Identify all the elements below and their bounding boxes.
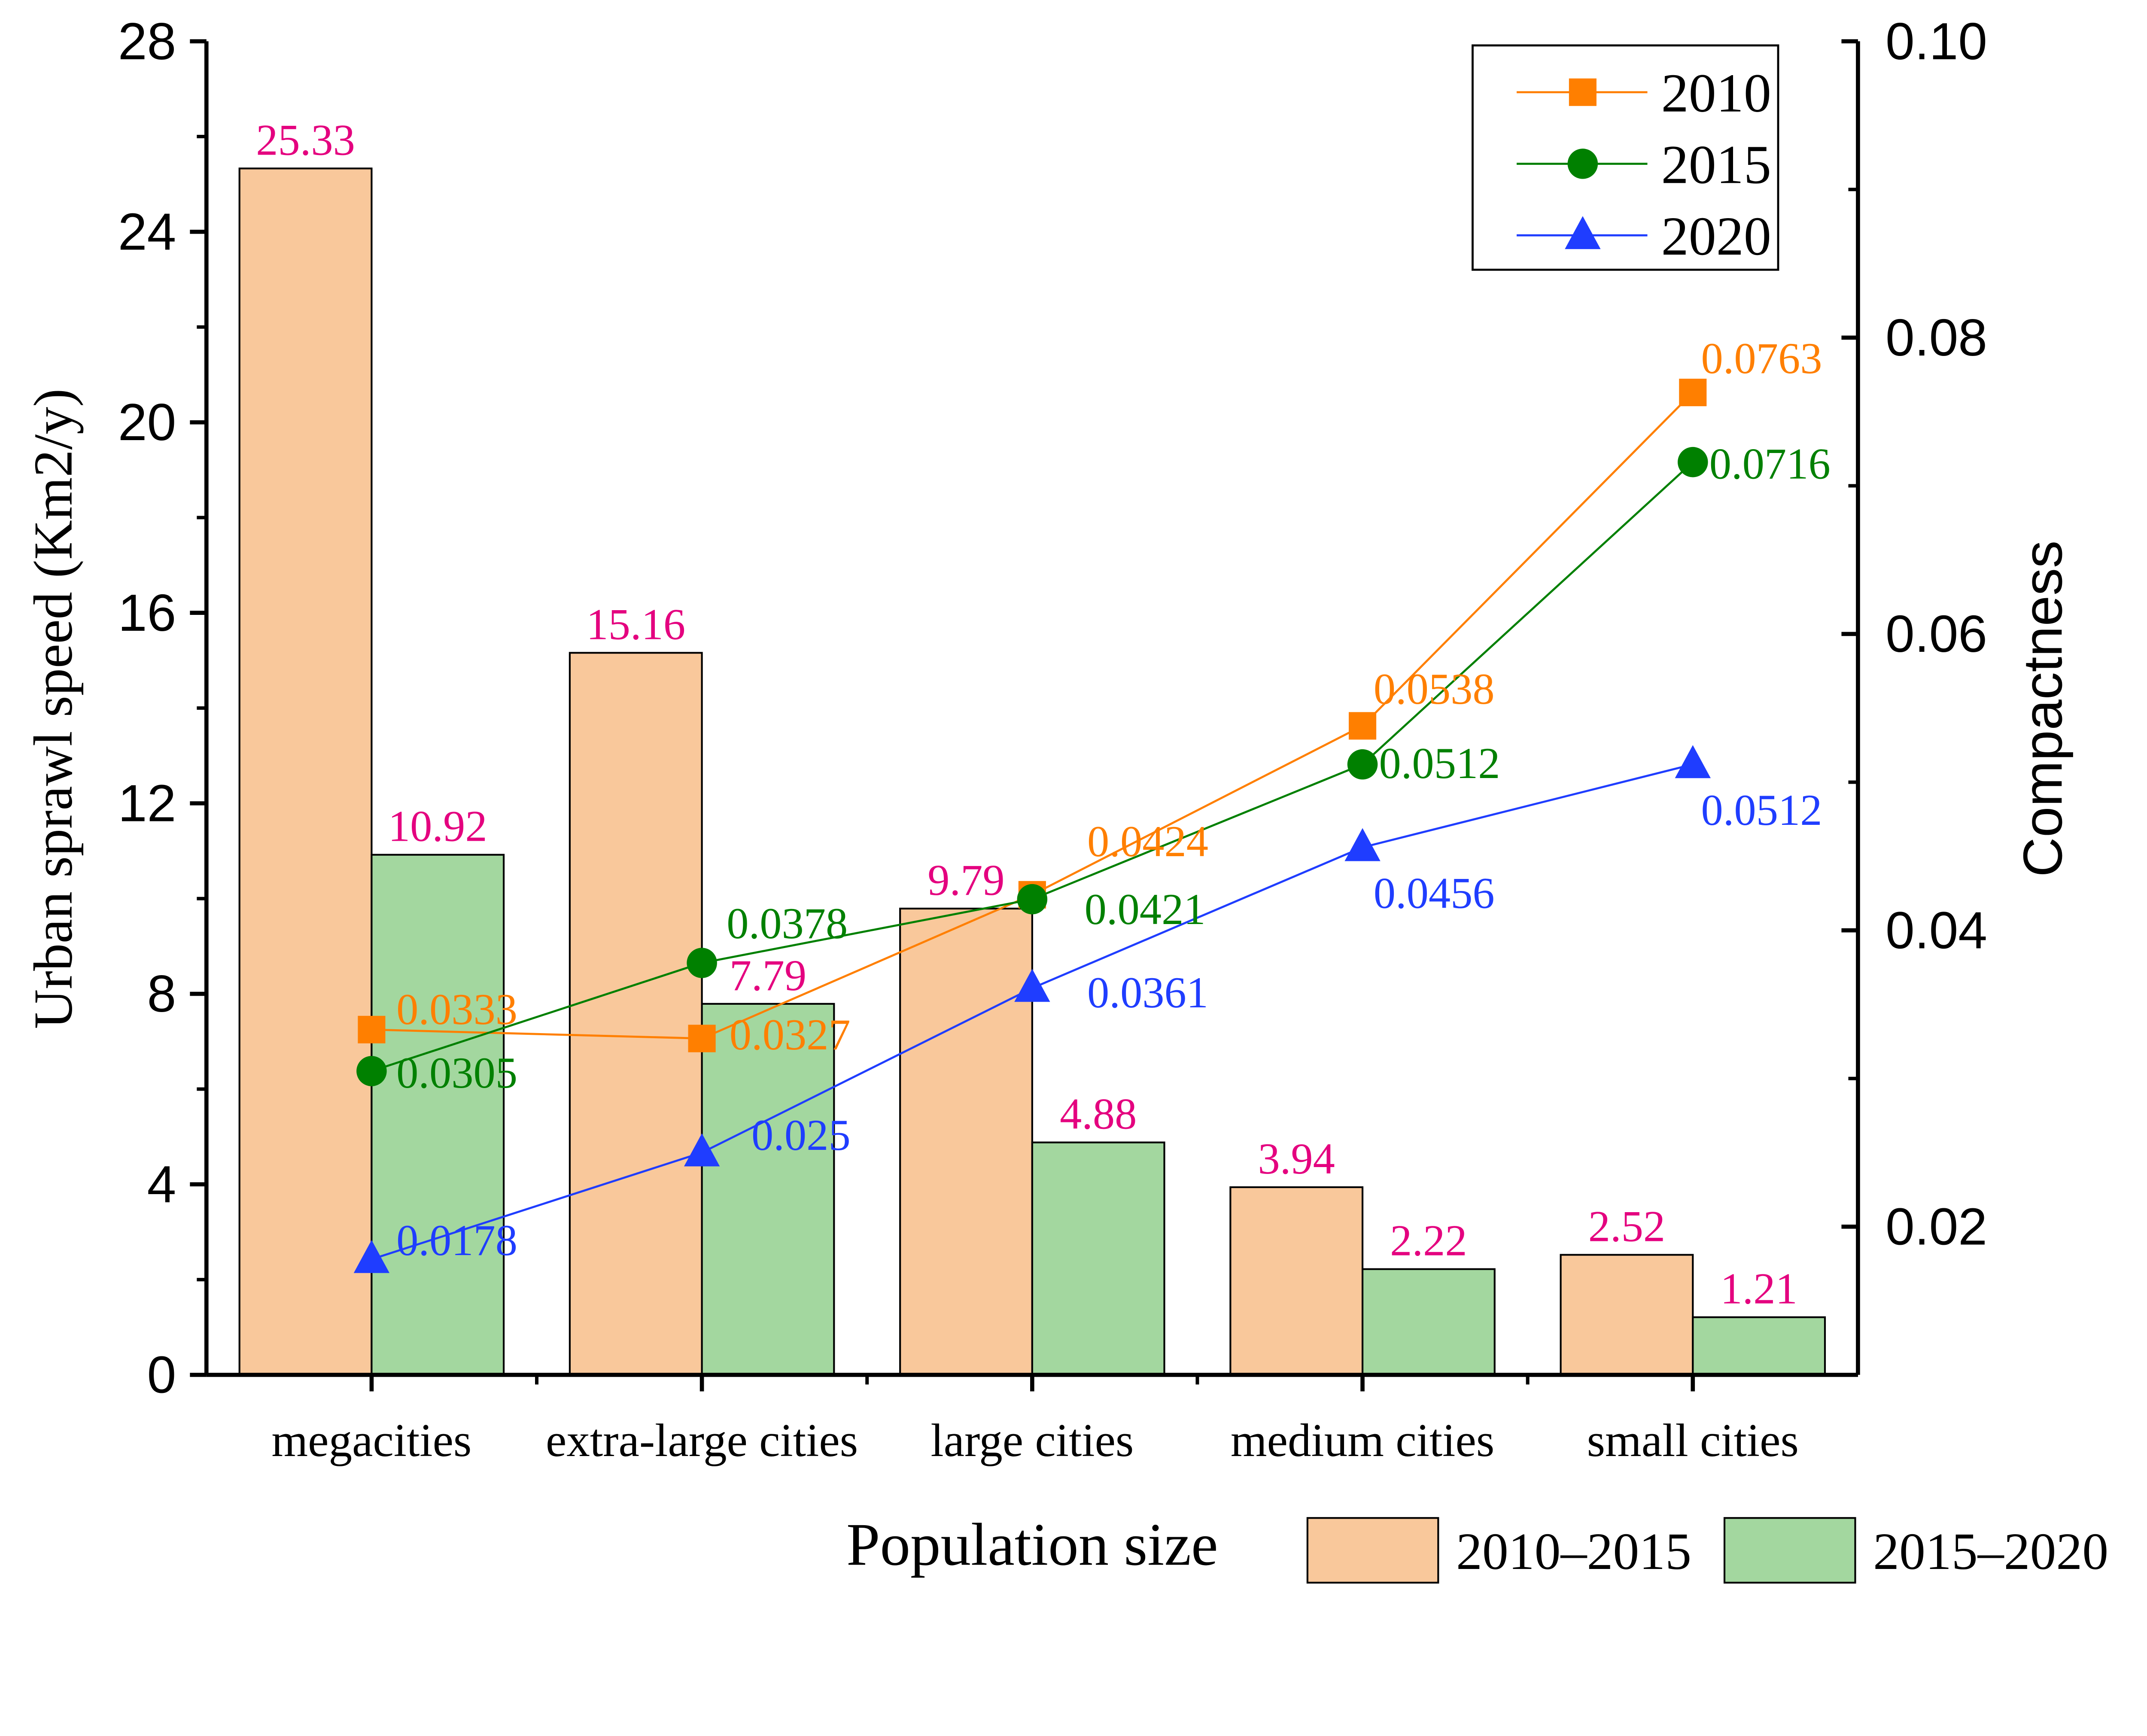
bar-2015-2020 — [1031, 1141, 1165, 1376]
bar-2010-2015 — [238, 167, 373, 1376]
marker-2015 — [687, 948, 717, 978]
line-value-label: 0.0421 — [1085, 885, 1206, 934]
y-tick-label: 8 — [147, 964, 176, 1023]
bar-value-label: 2.52 — [1588, 1202, 1665, 1251]
line-value-label: 0.0456 — [1374, 869, 1495, 918]
marker-2020 — [353, 1240, 390, 1273]
legend-label: 2010–2015 — [1456, 1523, 1691, 1581]
line-value-label: 0.0327 — [730, 1011, 851, 1059]
y-right-tick-label: 0.10 — [1885, 12, 1987, 70]
bar-value-label: 1.21 — [1720, 1265, 1797, 1313]
y-right-tick-label: 0.02 — [1885, 1197, 1987, 1256]
line-value-label: 0.0333 — [396, 985, 517, 1034]
marker-2010 — [1679, 378, 1707, 407]
legend-swatch-2010-2015 — [1306, 1517, 1439, 1584]
marker-2010 — [1349, 712, 1377, 740]
bar-2015-2020 — [701, 1003, 835, 1376]
marker-2010 — [688, 1025, 716, 1052]
bar-value-label: 4.88 — [1060, 1090, 1137, 1139]
legend-label: 2010 — [1661, 63, 1771, 124]
y-tick-label: 12 — [118, 774, 176, 833]
y-axis-right-label: Compactness — [2012, 541, 2074, 877]
marker-2020 — [1344, 828, 1381, 861]
bar-value-label: 9.79 — [928, 856, 1004, 905]
bar-2015-2020 — [371, 854, 505, 1376]
bar-value-label: 2.22 — [1390, 1217, 1467, 1265]
bar-2015-2020 — [1692, 1316, 1826, 1376]
marker-2015 — [356, 1056, 387, 1086]
x-tick-label: large cities — [931, 1414, 1134, 1466]
marker-2010 — [358, 1015, 386, 1043]
bar-value-label: 25.33 — [256, 116, 355, 164]
marker-2015 — [1678, 447, 1708, 477]
lines-layer: 0.0333 0.0327 0.0424 0.0538 0.0763 0.0305 0.03… — [353, 334, 1831, 1273]
bar-2015-2020 — [1361, 1268, 1496, 1376]
line-value-label: 0.0512 — [1701, 786, 1822, 835]
x-tick-label: medium cities — [1231, 1414, 1494, 1466]
y-right-tick-label: 0.06 — [1885, 605, 1987, 663]
bar-2010-2015 — [1560, 1254, 1694, 1376]
bar-value-label: 7.79 — [730, 952, 806, 1000]
y-tick-label: 28 — [118, 12, 176, 70]
chart: 25.33 15.16 9.79 3.94 2.52 10.92 7.79 4.88 2.22 1… — [23, 12, 2108, 1584]
line-value-label: 0.0178 — [396, 1216, 517, 1265]
ticks: 0 4 8 12 16 20 24 28 0.02 0.04 0.06 0.08 0.10 megacit… — [118, 12, 1987, 1466]
bar-2010-2015 — [569, 652, 703, 1376]
marker-2020 — [684, 1133, 720, 1167]
y-tick-label: 24 — [118, 202, 176, 261]
legend-label: 2020 — [1661, 206, 1771, 267]
x-tick-label: megacities — [271, 1414, 471, 1466]
y-right-tick-label: 0.08 — [1885, 308, 1987, 367]
bar-2010-2015 — [1229, 1186, 1364, 1376]
line-value-label: 0.0763 — [1701, 334, 1822, 383]
x-tick-label: extra-large cities — [546, 1414, 858, 1466]
marker-2015 — [1017, 884, 1048, 915]
y-tick-label: 16 — [118, 584, 176, 642]
bar-value-label: 15.16 — [586, 600, 685, 649]
legend-marker-2015 — [1567, 149, 1598, 179]
line-value-label: 0.0538 — [1374, 665, 1495, 714]
y-axis-label: Urban sprawl speed (Km2/y) — [23, 389, 84, 1029]
line-value-label: 0.0424 — [1087, 818, 1208, 866]
legend-lines: 2010 2015 2020 — [1472, 44, 1779, 271]
legend-marker-2020 — [1565, 216, 1601, 249]
y-tick-label: 0 — [147, 1346, 176, 1404]
bar-value-label: 10.92 — [388, 803, 487, 851]
bars-layer: 25.33 15.16 9.79 3.94 2.52 10.92 7.79 4.88 2.22 1… — [238, 116, 1826, 1376]
line-value-label: 0.0305 — [396, 1049, 517, 1098]
legend-label: 2015–2020 — [1873, 1523, 2108, 1581]
line-value-label: 0.0716 — [1709, 440, 1831, 489]
legend-swatch-2015-2020 — [1723, 1517, 1856, 1584]
line-value-label: 0.025 — [751, 1111, 851, 1160]
line-value-label: 0.0512 — [1379, 739, 1500, 788]
x-axis-label: Population size — [846, 1511, 1218, 1578]
line-value-label: 0.0378 — [727, 900, 848, 948]
marker-2020 — [1014, 969, 1050, 1002]
marker-2020 — [1675, 745, 1711, 778]
legend-label: 2015 — [1661, 134, 1771, 195]
legend-box — [1472, 44, 1779, 271]
y-right-tick-label: 0.04 — [1885, 901, 1987, 959]
marker-2015 — [1347, 749, 1378, 780]
x-tick-label: small cities — [1587, 1414, 1799, 1466]
y-tick-label: 20 — [118, 393, 176, 451]
bar-2010-2015 — [899, 907, 1033, 1376]
bar-value-label: 3.94 — [1258, 1135, 1335, 1183]
line-value-label: 0.0361 — [1087, 969, 1208, 1017]
legend-bars: 2010–2015 2015–2020 — [1306, 1517, 2108, 1584]
y-tick-label: 4 — [147, 1155, 176, 1213]
legend-marker-2010 — [1569, 78, 1597, 106]
